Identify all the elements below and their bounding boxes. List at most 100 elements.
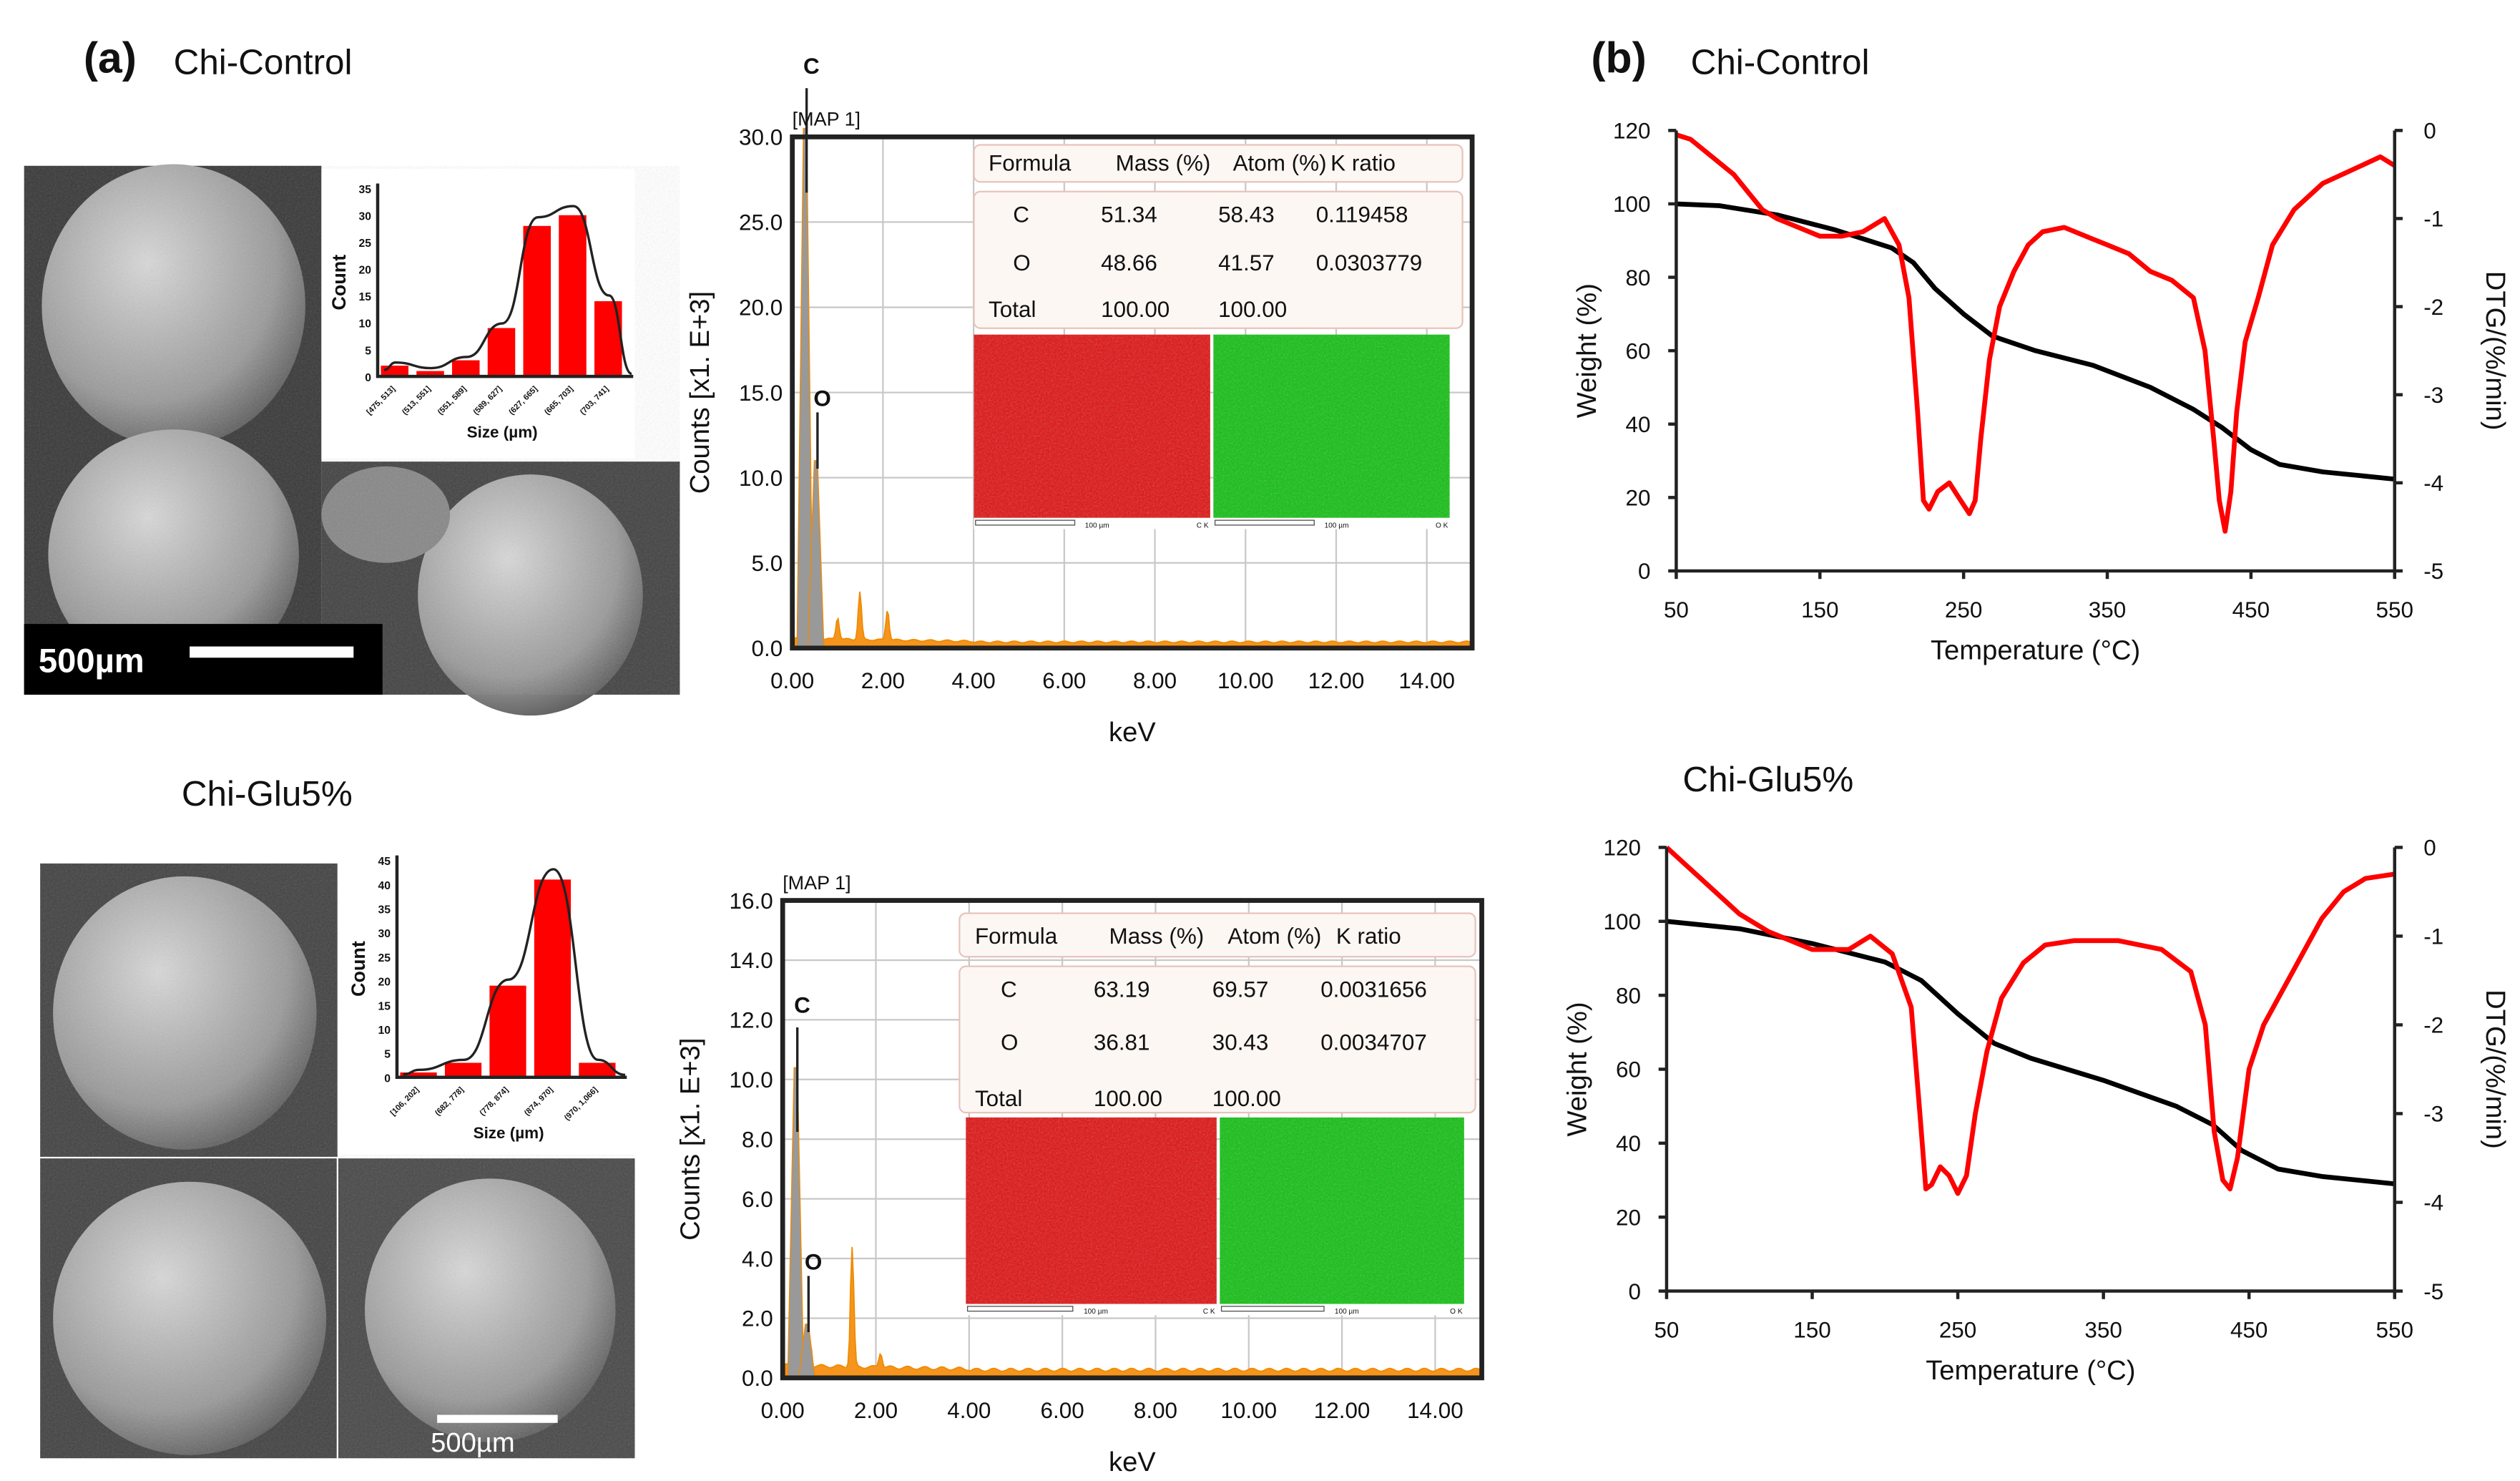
title-a-top: Chi-Control	[174, 43, 353, 82]
map-element-label: C K	[1203, 1308, 1215, 1316]
series-dtg-line	[1665, 845, 2396, 1196]
map-element-label: C K	[1197, 522, 1209, 529]
y2-tick-label: 0	[2423, 836, 2436, 861]
y-tick-label: 25	[378, 952, 391, 964]
y-tick-label: 30.0	[739, 125, 783, 150]
table-cell: C	[1001, 977, 1017, 1002]
x-tick-label: 150	[1793, 1318, 1830, 1343]
peak-label: O	[813, 386, 830, 411]
map-scale-label: 100 µm	[1085, 522, 1109, 529]
x-tick-label: 2.00	[854, 1398, 898, 1423]
map-scale-label: 100 µm	[1084, 1308, 1108, 1316]
y-tick-label: 10.0	[730, 1067, 773, 1093]
table-cell: 41.57	[1218, 250, 1275, 275]
table-body-box	[973, 190, 1464, 329]
table-cell: Total	[989, 297, 1036, 322]
y-tick-label: 100	[1613, 192, 1650, 217]
x-tick-label: 350	[2089, 597, 2126, 622]
y2-tick-label: -1	[2423, 207, 2443, 232]
y-axis-label: Weight (%)	[1562, 1002, 1593, 1136]
x-tick-label: 6.00	[1041, 1398, 1084, 1423]
table-cell: 30.43	[1212, 1030, 1269, 1055]
axis	[376, 183, 634, 378]
y-tick-label: 35	[359, 184, 372, 196]
y-tick-label: 5	[384, 1049, 391, 1061]
y-tick-label: 100	[1604, 909, 1641, 934]
y-tick-label: 0	[1629, 1279, 1641, 1304]
x-axis-label: Size (µm)	[474, 1124, 544, 1142]
table-cell: C	[1013, 202, 1029, 227]
spectrum-area	[784, 1246, 1483, 1379]
y-tick-label: 0	[1638, 559, 1650, 584]
y-tick-label: 30	[378, 928, 391, 940]
histogram-bar	[559, 215, 587, 377]
table-cell: O	[1013, 250, 1030, 275]
y2-tick-label: -1	[2423, 924, 2443, 949]
y-tick-label: 0.0	[742, 1366, 773, 1391]
x-axis-label: keV	[1109, 1447, 1156, 1477]
y-tick-label: 80	[1626, 265, 1651, 290]
histogram-bar	[451, 360, 480, 377]
x-tick-label: 250	[1945, 597, 1982, 622]
map-scale-bar	[1214, 519, 1315, 526]
y-tick-label: 20	[359, 265, 372, 277]
table-cell: 51.34	[1101, 202, 1157, 227]
histogram-bar	[579, 1062, 616, 1077]
map-element-label: O K	[1450, 1308, 1463, 1316]
x-tick-label: 8.00	[1133, 668, 1177, 693]
table-cell: 100.00	[1094, 1086, 1162, 1111]
y-tick-label: 25.0	[739, 210, 783, 235]
y-tick-label: 6.0	[742, 1187, 773, 1212]
histogram-bar	[487, 328, 516, 377]
x-tick-label: 450	[2230, 1318, 2267, 1343]
map-texture	[1213, 334, 1450, 518]
table-cell: 100.00	[1101, 297, 1170, 322]
table-header-box	[973, 144, 1464, 183]
y2-tick-label: -3	[2423, 383, 2443, 408]
y2-tick-label: -5	[2423, 1279, 2443, 1304]
peak-label: O	[805, 1249, 822, 1274]
x-tick-label: 14.00	[1398, 668, 1455, 693]
map-scale-bar	[1220, 1306, 1325, 1312]
y-tick-label: 0	[384, 1072, 391, 1085]
y-tick-label: 12.0	[730, 1008, 773, 1033]
y-tick-label: 80	[1616, 983, 1641, 1008]
y-axis-label: Count	[348, 941, 369, 997]
table-header: K ratio	[1336, 924, 1401, 949]
y2-tick-label: -4	[2423, 471, 2443, 496]
x-axis-label: Size (µm)	[467, 423, 538, 441]
scale-bar-top	[190, 646, 354, 658]
x-axis-label: Temperature (°C)	[1926, 1355, 2135, 1386]
table-header: Mass (%)	[1116, 151, 1211, 176]
title-b-bottom: Chi-Glu5%	[1682, 760, 1853, 799]
y-tick-label: 20	[1626, 486, 1651, 511]
y-tick-label: 0	[365, 372, 371, 384]
table-header: Atom (%)	[1233, 151, 1327, 176]
histogram-bar	[523, 225, 551, 377]
map-scale-bar	[975, 519, 1076, 526]
x-tick-label: 12.00	[1308, 668, 1365, 693]
x-tick-label: 150	[1801, 597, 1838, 622]
y-tick-label: 15.0	[739, 381, 783, 406]
x-tick-label: 50	[1654, 1318, 1679, 1343]
fit-curve	[383, 205, 632, 376]
composition-table: Formula Mass (%) Atom (%) K ratio C 51.34 58.4…	[973, 144, 1464, 329]
table-cell: 48.66	[1101, 250, 1157, 275]
y-tick-label: 40	[1616, 1131, 1641, 1156]
x-tick-label: 50	[1664, 597, 1689, 622]
x-tick-label: 8.00	[1134, 1398, 1177, 1423]
table-cell: Total	[975, 1086, 1022, 1111]
y2-tick-label: -4	[2423, 1191, 2443, 1216]
table-header: K ratio	[1330, 151, 1396, 176]
table-cell: 0.0303779	[1316, 250, 1423, 275]
y-tick-label: 5.0	[751, 551, 783, 576]
x-tick-label: 6.00	[1042, 668, 1086, 693]
y2-axis-label: DTG/(%/min)	[2480, 271, 2511, 431]
histogram-bar	[444, 1062, 482, 1077]
y-axis-label: Counts [x1. E+3]	[675, 1038, 705, 1241]
y-tick-label: 30	[359, 211, 372, 223]
y-axis-label: Count	[328, 255, 350, 311]
y-tick-label: 2.0	[742, 1306, 773, 1331]
y-tick-label: 120	[1613, 119, 1650, 144]
